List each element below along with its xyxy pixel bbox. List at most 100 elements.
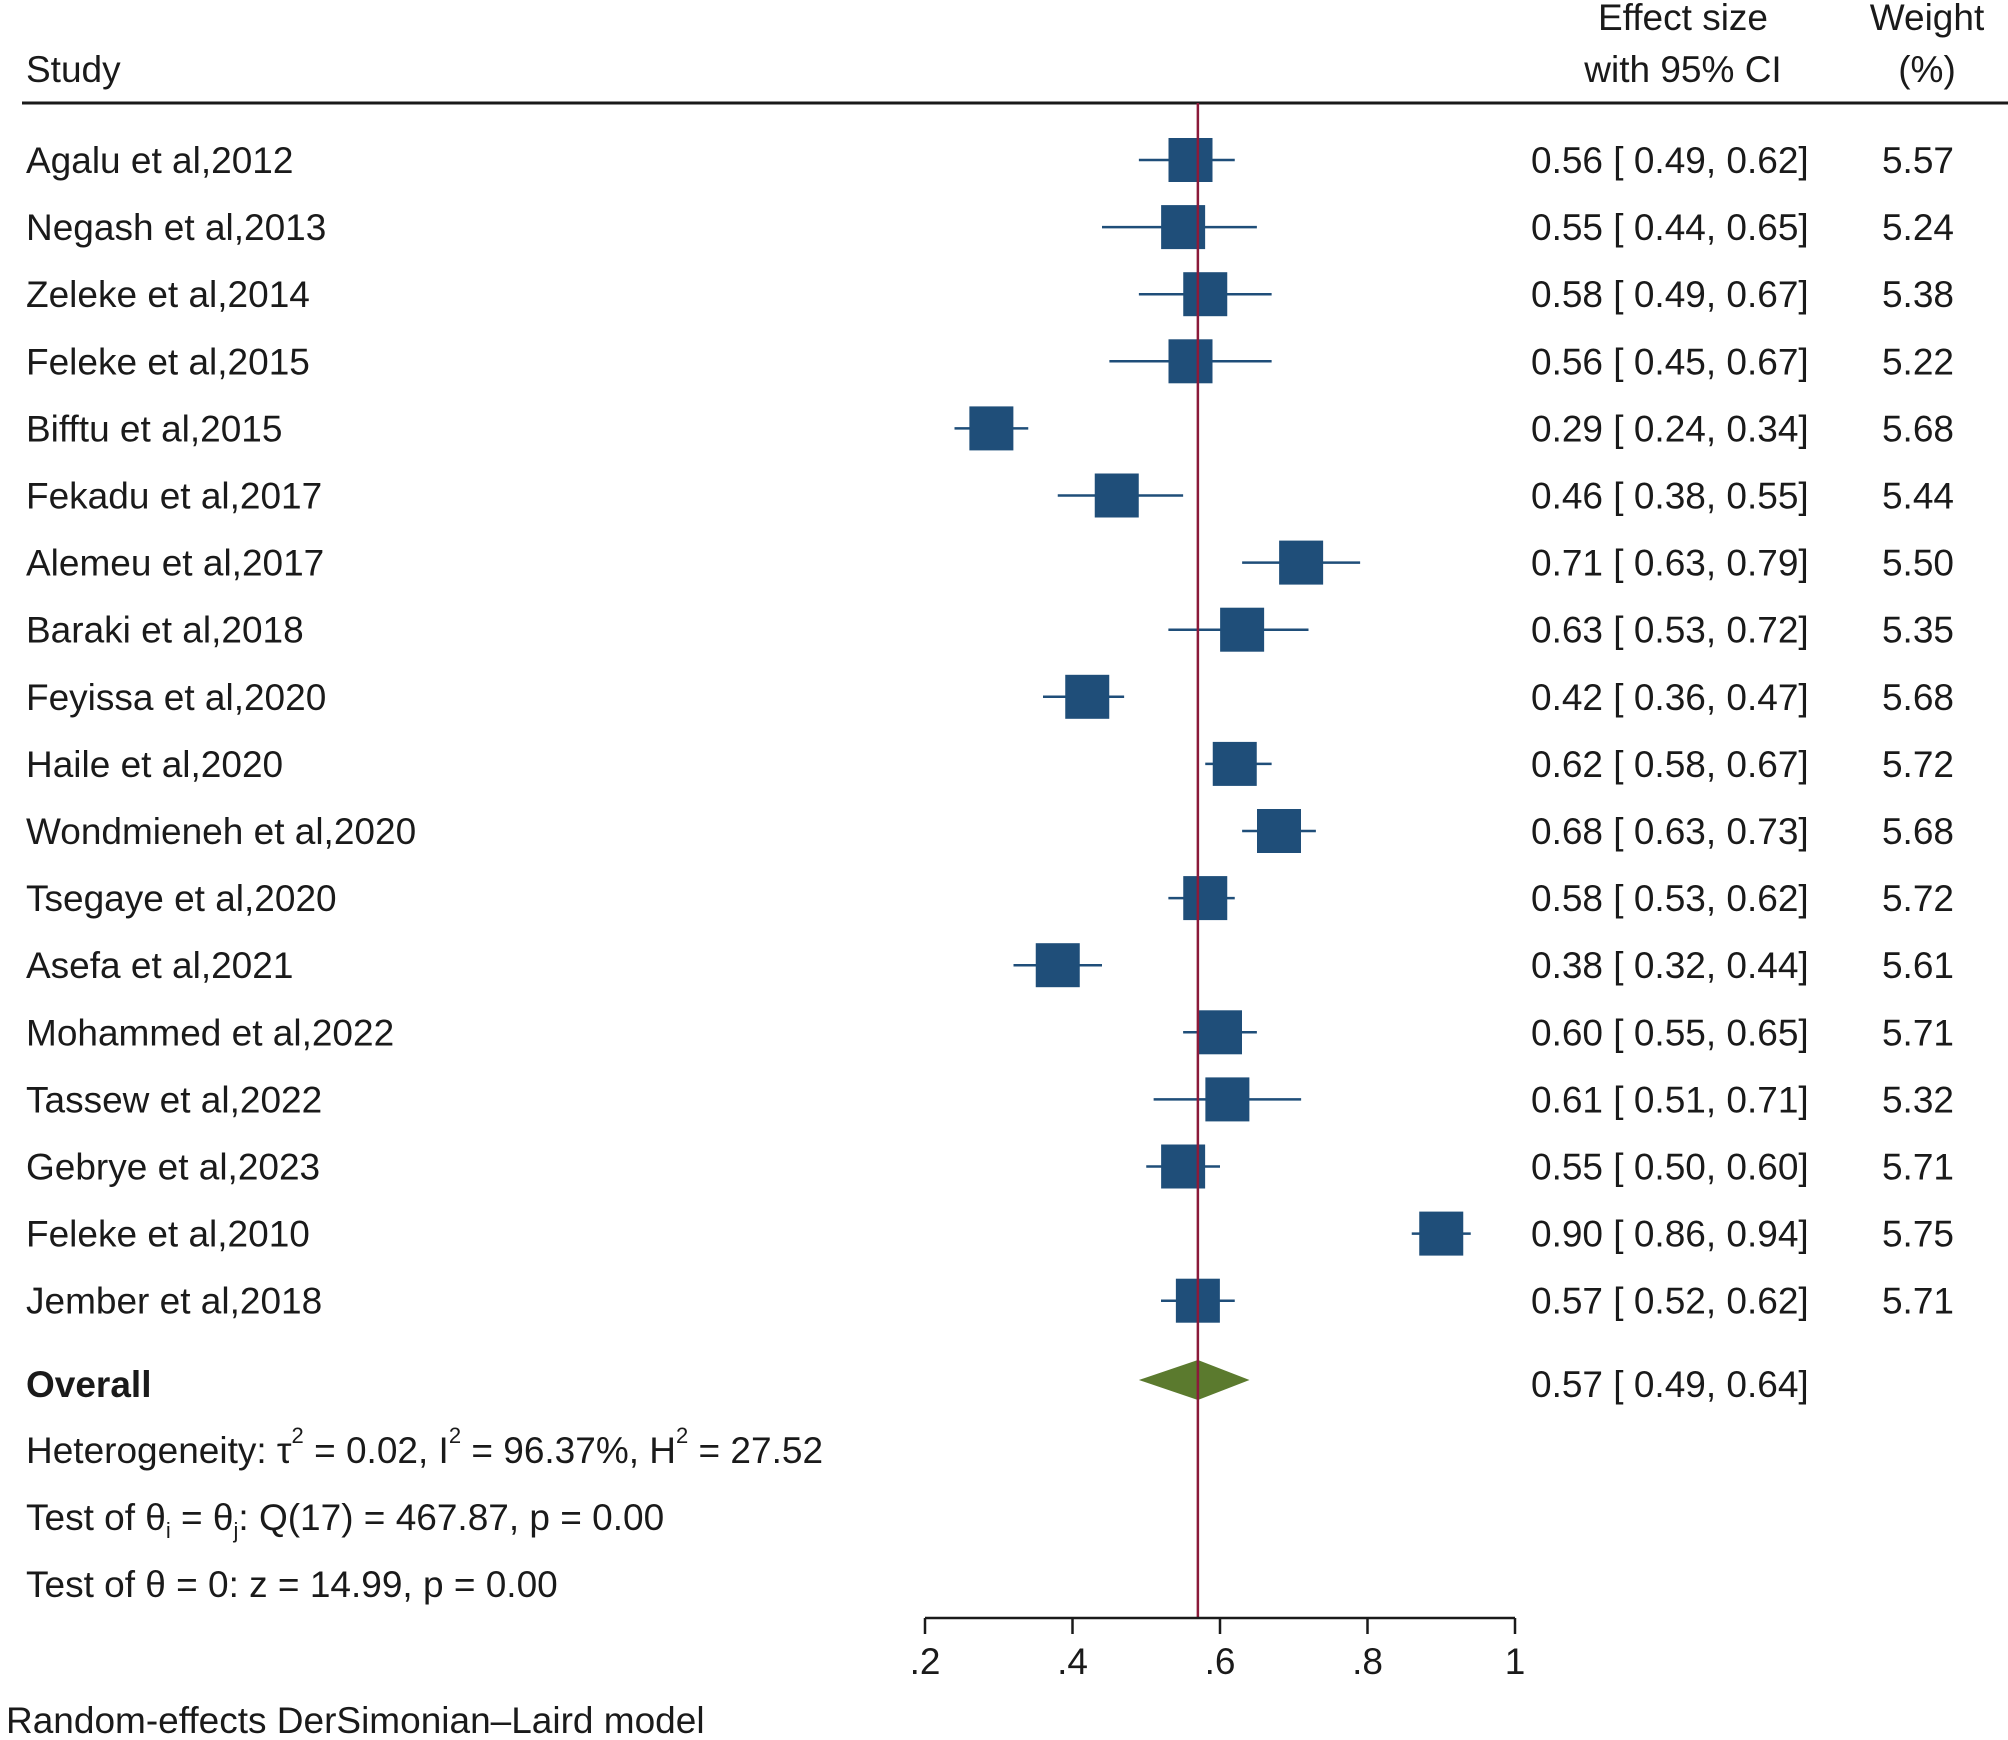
study-marker: [1168, 138, 1213, 182]
study-ci-text: 0.58 [ 0.49, 0.67]: [1531, 274, 1809, 315]
study-row: Feleke et al,2010 0.90 [ 0.86, 0.94] 5.75: [26, 1211, 1954, 1256]
study-marker: [1220, 607, 1265, 652]
model-note: Random-effects DerSimonian–Laird model: [6, 1700, 705, 1740]
study-row: Tsegaye et al,2020 0.58 [ 0.53, 0.62] 5.72: [26, 876, 1954, 921]
study-ci-text: 0.61 [ 0.51, 0.71]: [1531, 1079, 1809, 1120]
study-marker: [1205, 1077, 1250, 1122]
study-weight: 5.22: [1882, 341, 1954, 382]
study-marker: [1198, 1010, 1242, 1055]
study-ci-text: 0.42 [ 0.36, 0.47]: [1531, 677, 1809, 718]
study-marker: [1183, 272, 1228, 317]
study-ci-text: 0.46 [ 0.38, 0.55]: [1531, 476, 1809, 517]
study-marker: [1212, 741, 1257, 786]
x-tick-label: 1: [1505, 1641, 1526, 1682]
overall-diamond: [1138, 1360, 1250, 1400]
study-ci-text: 0.56 [ 0.45, 0.67]: [1531, 341, 1809, 382]
study-row: Mohammed et al,2022 0.60 [ 0.55, 0.65] 5.7…: [26, 1010, 1954, 1055]
study-weight: 5.57: [1882, 140, 1954, 181]
study-label: Feleke et al,2015: [26, 341, 310, 382]
study-weight: 5.72: [1882, 878, 1954, 919]
test-thetas-text: Test of θi = θj: Q(17) = 467.87, p = 0.0…: [26, 1497, 664, 1543]
study-marker: [1094, 473, 1139, 518]
study-row: Feyissa et al,2020 0.42 [ 0.36, 0.47] 5.68: [26, 674, 1954, 719]
x-tick-label: .2: [910, 1641, 941, 1682]
study-ci-text: 0.90 [ 0.86, 0.94]: [1531, 1214, 1809, 1255]
study-row: Baraki et al,2018 0.63 [ 0.53, 0.72] 5.35: [26, 607, 1954, 652]
study-label: Jember et al,2018: [26, 1281, 322, 1322]
study-label: Gebrye et al,2023: [26, 1147, 320, 1188]
study-marker: [1279, 540, 1324, 585]
study-row: Agalu et al,2012 0.56 [ 0.49, 0.62] 5.57: [26, 138, 1954, 182]
study-ci-text: 0.38 [ 0.32, 0.44]: [1531, 945, 1809, 986]
study-label: Feyissa et al,2020: [26, 677, 326, 718]
overall-ci-text: 0.57 [ 0.49, 0.64]: [1531, 1364, 1809, 1405]
study-row: Zeleke et al,2014 0.58 [ 0.49, 0.67] 5.38: [26, 272, 1954, 317]
study-ci-text: 0.68 [ 0.63, 0.73]: [1531, 811, 1809, 852]
header-study: Study: [26, 49, 121, 90]
study-label: Alemeu et al,2017: [26, 543, 324, 584]
study-row: Feleke et al,2015 0.56 [ 0.45, 0.67] 5.22: [26, 339, 1954, 384]
study-weight: 5.71: [1882, 1147, 1954, 1188]
study-marker: [969, 406, 1014, 451]
study-weight: 5.68: [1882, 408, 1954, 449]
overall-label: Overall: [26, 1364, 151, 1405]
header-ci: with 95% CI: [1583, 49, 1781, 90]
study-row: Fekadu et al,2017 0.46 [ 0.38, 0.55] 5.44: [26, 473, 1954, 518]
study-label: Zeleke et al,2014: [26, 274, 310, 315]
study-ci-text: 0.63 [ 0.53, 0.72]: [1531, 610, 1809, 651]
study-label: Haile et al,2020: [26, 744, 283, 785]
study-label: Tsegaye et al,2020: [26, 878, 337, 919]
study-weight: 5.71: [1882, 1281, 1954, 1322]
study-ci-text: 0.57 [ 0.52, 0.62]: [1531, 1281, 1809, 1322]
study-marker: [1419, 1211, 1464, 1256]
study-marker: [1183, 876, 1228, 921]
study-weight: 5.61: [1882, 945, 1954, 986]
study-label: Asefa et al,2021: [26, 945, 293, 986]
study-row: Asefa et al,2021 0.38 [ 0.32, 0.44] 5.61: [26, 943, 1954, 988]
study-row: Jember et al,2018 0.57 [ 0.52, 0.62] 5.71: [26, 1278, 1954, 1323]
study-row: Bifftu et al,2015 0.29 [ 0.24, 0.34] 5.68: [26, 406, 1954, 451]
study-weight: 5.24: [1882, 207, 1954, 248]
study-marker: [1168, 339, 1213, 384]
header-weight-unit: (%): [1898, 49, 1956, 90]
study-label: Bifftu et al,2015: [26, 408, 282, 449]
study-marker: [1257, 809, 1301, 853]
study-ci-text: 0.71 [ 0.63, 0.79]: [1531, 543, 1809, 584]
study-marker: [1065, 674, 1110, 719]
study-weight: 5.71: [1882, 1012, 1954, 1053]
study-label: Mohammed et al,2022: [26, 1012, 394, 1053]
x-axis: .2 .4 .6 .8 1: [910, 1616, 1526, 1682]
x-tick-label: .4: [1057, 1641, 1088, 1682]
study-row: Gebrye et al,2023 0.55 [ 0.50, 0.60] 5.71: [26, 1144, 1954, 1189]
study-weight: 5.35: [1882, 610, 1954, 651]
study-ci-text: 0.56 [ 0.49, 0.62]: [1531, 140, 1809, 181]
study-label: Negash et al,2013: [26, 207, 326, 248]
study-ci-text: 0.29 [ 0.24, 0.34]: [1531, 408, 1809, 449]
heterogeneity-text: Heterogeneity: τ2 = 0.02, I2 = 96.37%, H…: [26, 1423, 823, 1471]
study-label: Feleke et al,2010: [26, 1214, 310, 1255]
study-weight: 5.68: [1882, 677, 1954, 718]
study-label: Baraki et al,2018: [26, 610, 304, 651]
study-rows: Agalu et al,2012 0.56 [ 0.49, 0.62] 5.57 Ne…: [26, 138, 1954, 1323]
study-weight: 5.32: [1882, 1079, 1954, 1120]
study-label: Agalu et al,2012: [26, 140, 293, 181]
study-ci-text: 0.60 [ 0.55, 0.65]: [1531, 1012, 1809, 1053]
test-zero-text: Test of θ = 0: z = 14.99, p = 0.00: [26, 1564, 558, 1605]
study-weight: 5.38: [1882, 274, 1954, 315]
study-weight: 5.75: [1882, 1214, 1954, 1255]
study-row: Wondmieneh et al,2020 0.68 [ 0.63, 0.73] 5…: [26, 809, 1954, 853]
header-weight: Weight: [1870, 0, 1985, 38]
study-ci-text: 0.58 [ 0.53, 0.62]: [1531, 878, 1809, 919]
study-weight: 5.44: [1882, 476, 1954, 517]
x-tick-label: .6: [1205, 1641, 1236, 1682]
study-row: Alemeu et al,2017 0.71 [ 0.63, 0.79] 5.50: [26, 540, 1954, 585]
study-ci-text: 0.62 [ 0.58, 0.67]: [1531, 744, 1809, 785]
study-label: Wondmieneh et al,2020: [26, 811, 416, 852]
study-row: Haile et al,2020 0.62 [ 0.58, 0.67] 5.72: [26, 741, 1954, 786]
study-marker: [1035, 943, 1080, 988]
study-ci-text: 0.55 [ 0.44, 0.65]: [1531, 207, 1809, 248]
study-label: Fekadu et al,2017: [26, 476, 322, 517]
study-weight: 5.68: [1882, 811, 1954, 852]
study-weight: 5.50: [1882, 543, 1954, 584]
